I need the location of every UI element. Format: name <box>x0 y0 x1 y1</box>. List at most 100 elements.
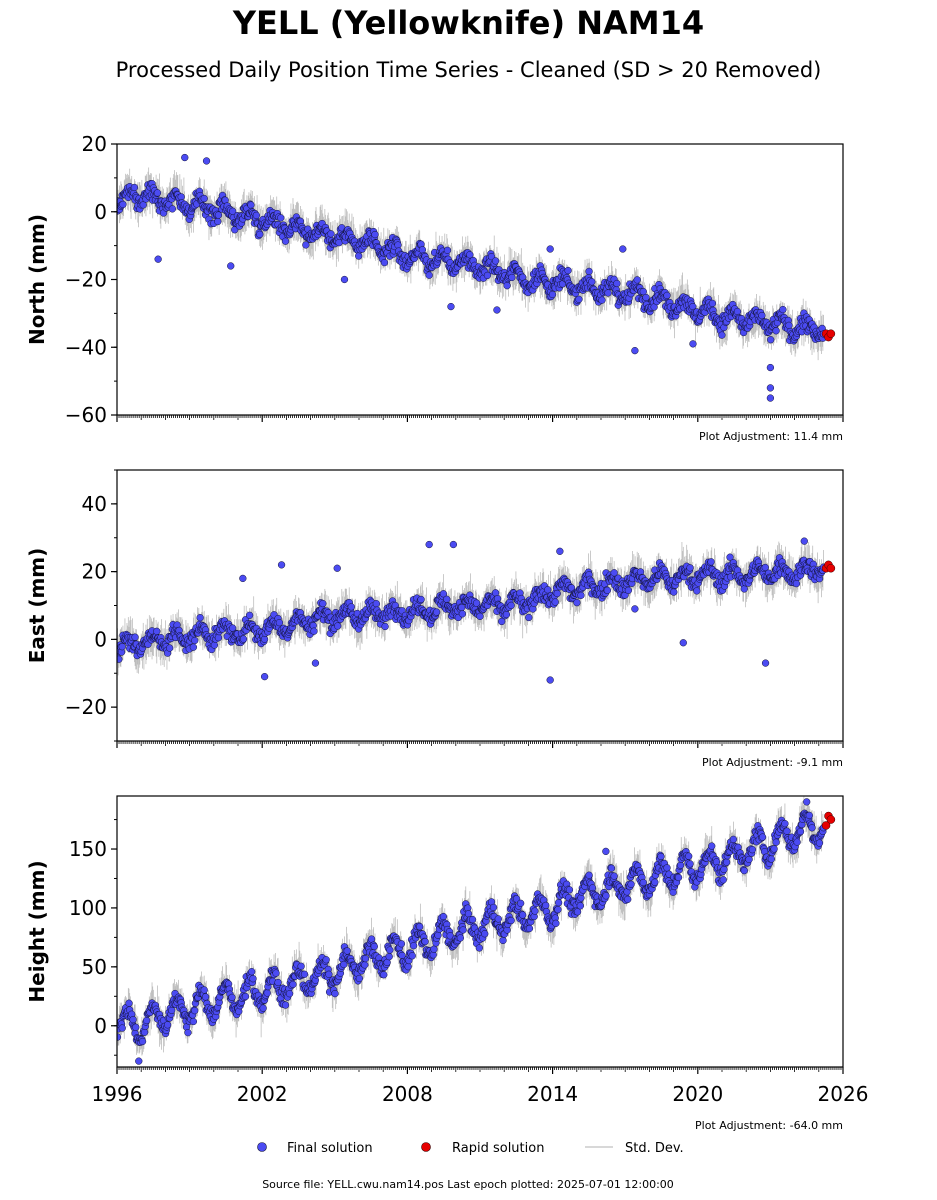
final-solution-point <box>256 230 264 238</box>
chart-title: YELL (Yellowknife) NAM14 <box>232 4 705 42</box>
final-solution-outlier <box>631 605 639 613</box>
final-solution-point <box>381 622 389 631</box>
final-solution-point <box>548 290 557 299</box>
final-solution-point <box>761 563 769 572</box>
plot-adjustment-label: Plot Adjustment: 11.4 mm <box>699 430 843 443</box>
final-solution-point <box>334 622 342 630</box>
final-solution-point <box>476 612 484 620</box>
final-solution-point <box>196 614 204 622</box>
final-solution-outlier <box>202 157 211 165</box>
final-solution-outlier <box>277 561 286 569</box>
final-solution-outlier <box>679 639 687 647</box>
final-solution-point <box>168 205 177 213</box>
final-solution-point <box>239 635 248 643</box>
final-solution-point <box>767 336 775 344</box>
y-tick-label: −40 <box>65 335 107 359</box>
final-solution-point <box>503 281 511 290</box>
final-solution-outlier <box>311 659 320 667</box>
final-solution-point <box>785 321 793 330</box>
final-solution-point <box>302 241 310 249</box>
final-solution-outlier <box>766 394 775 402</box>
final-solution-outlier <box>260 672 269 681</box>
final-solution-point <box>153 189 162 197</box>
y-axis-title: East (mm) <box>25 548 49 664</box>
final-solution-point <box>252 211 261 220</box>
final-solution-point <box>277 214 285 222</box>
final-solution-outlier <box>227 262 235 270</box>
final-solution-point <box>567 584 576 592</box>
final-solution-point <box>214 211 223 219</box>
final-solution-point <box>327 230 335 238</box>
final-solution-point <box>758 311 766 320</box>
final-solution-point <box>598 296 606 304</box>
final-solution-point <box>604 289 612 297</box>
final-solution-point <box>792 579 801 588</box>
y-tick-label: 0 <box>94 627 107 651</box>
plot-adjustment-label: Plot Adjustment: -9.1 mm <box>702 756 843 769</box>
final-solution-point <box>394 241 402 249</box>
final-solution-outlier <box>689 340 697 348</box>
final-solution-point <box>355 252 363 260</box>
final-solution-point <box>472 599 481 607</box>
final-solution-outlier <box>556 547 564 555</box>
final-solution-point <box>508 273 516 282</box>
final-solution-point <box>189 643 198 651</box>
final-solution-point <box>417 595 425 604</box>
final-solution-point <box>551 598 559 606</box>
final-solution-point <box>214 634 223 642</box>
final-solution-point <box>779 305 787 314</box>
final-solution-point <box>214 217 222 226</box>
final-solution-outlier <box>181 153 189 162</box>
final-solution-point <box>491 257 500 265</box>
final-solution-point <box>670 588 678 596</box>
rapid-solution-point <box>826 329 836 338</box>
final-solution-point <box>525 613 533 622</box>
final-solution-point <box>693 587 701 595</box>
final-solution-point <box>498 617 506 626</box>
final-solution-outlier <box>766 384 775 392</box>
final-solution-outlier <box>333 564 341 572</box>
final-solution-point <box>458 610 467 618</box>
final-solution-point <box>642 293 650 302</box>
final-solution-point <box>335 239 343 247</box>
final-solution-point <box>439 590 448 598</box>
final-solution-point <box>191 636 199 645</box>
rapid-solution-point <box>826 563 836 573</box>
y-tick-label: −20 <box>65 268 107 292</box>
final-solution-point <box>166 644 174 652</box>
final-solution-point <box>502 610 511 619</box>
final-solution-point <box>260 635 269 643</box>
final-solution-point <box>139 201 147 209</box>
final-solution-outlier <box>239 574 247 583</box>
final-solution-point <box>153 627 161 635</box>
final-solution-outlier <box>425 540 433 549</box>
final-solution-point <box>740 585 748 593</box>
final-solution-point <box>275 618 284 627</box>
final-solution-point <box>573 599 581 607</box>
final-solution-point <box>432 608 441 616</box>
y-tick-label: −60 <box>65 403 107 427</box>
final-solution-point <box>245 611 254 619</box>
final-solution-point <box>371 230 379 239</box>
y-tick-label: 20 <box>82 560 107 584</box>
final-solution-point <box>544 586 552 594</box>
final-solution-outlier <box>546 676 554 684</box>
final-solution-outlier <box>761 659 770 667</box>
data-points-1 <box>117 537 836 684</box>
final-solution-outlier <box>449 540 458 549</box>
final-solution-point <box>117 655 123 663</box>
final-solution-outlier <box>493 306 501 314</box>
final-solution-point <box>466 251 474 259</box>
final-solution-point <box>718 331 726 339</box>
final-solution-point <box>319 599 327 608</box>
final-solution-point <box>708 299 717 308</box>
final-solution-point <box>380 258 389 267</box>
final-solution-point <box>577 591 585 599</box>
final-solution-outlier <box>546 245 554 253</box>
final-solution-outlier <box>154 255 162 263</box>
final-solution-point <box>663 291 671 300</box>
final-solution-point <box>707 558 715 566</box>
y-tick-label: 40 <box>82 492 107 516</box>
panel-0: 20 0 −20 −40 −60 North (mm) Plot Adjustment: 1… <box>25 132 844 443</box>
final-solution-point <box>507 601 515 610</box>
